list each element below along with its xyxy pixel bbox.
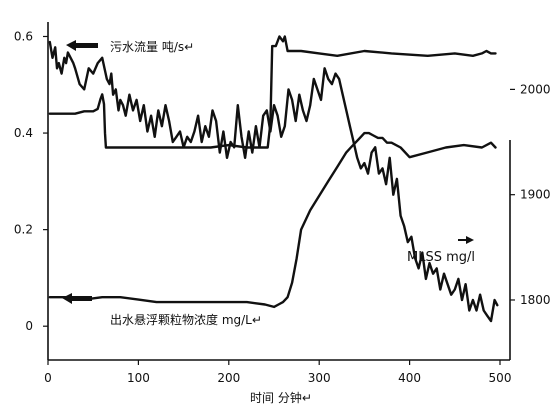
series-group: [48, 35, 499, 323]
x-ticks: 0 100 200 300 400 500: [44, 360, 511, 385]
x-tick-label: 0: [44, 371, 52, 385]
x-tick-label: 200: [217, 371, 240, 385]
ss-annotation: 出水悬浮颗粒物浓度 mg/L↵: [62, 293, 262, 327]
y-left-tick-label: 0.6: [14, 29, 33, 43]
ss-label: 出水悬浮颗粒物浓度 mg/L↵: [110, 312, 262, 327]
y-left-ticks: 0 0.2 0.4 0.6: [14, 29, 48, 333]
y-right-tick-label: 2000: [520, 82, 551, 96]
flow-annotation: 污水流量 吨/s↵: [66, 40, 194, 54]
ss-series-line: [48, 131, 497, 309]
y-right-tick-label: 1900: [520, 188, 551, 202]
left-arrow-icon: [66, 40, 98, 51]
x-axis-label: 时间 分钟↵: [250, 390, 312, 405]
flow-label: 污水流量 吨/s↵: [110, 40, 194, 54]
y-left-tick-label: 0.4: [14, 126, 33, 140]
right-arrow-icon: [458, 236, 474, 244]
y-right-tick-label: 1800: [520, 293, 551, 307]
flow-series-line: [48, 35, 497, 149]
x-tick-label: 100: [127, 371, 150, 385]
mlss-annotation: MLSS mg/l: [407, 236, 475, 265]
left-arrow-icon: [62, 293, 92, 304]
mlss-series-line: [48, 40, 499, 323]
x-tick-label: 400: [398, 371, 421, 385]
y-left-tick-label: 0.2: [14, 223, 33, 237]
mlss-label: MLSS mg/l: [407, 250, 475, 265]
y-right-ticks: 1800 1900 2000: [510, 82, 551, 307]
x-tick-label: 500: [489, 371, 512, 385]
x-tick-label: 300: [308, 371, 331, 385]
y-left-tick-label: 0: [25, 319, 33, 333]
